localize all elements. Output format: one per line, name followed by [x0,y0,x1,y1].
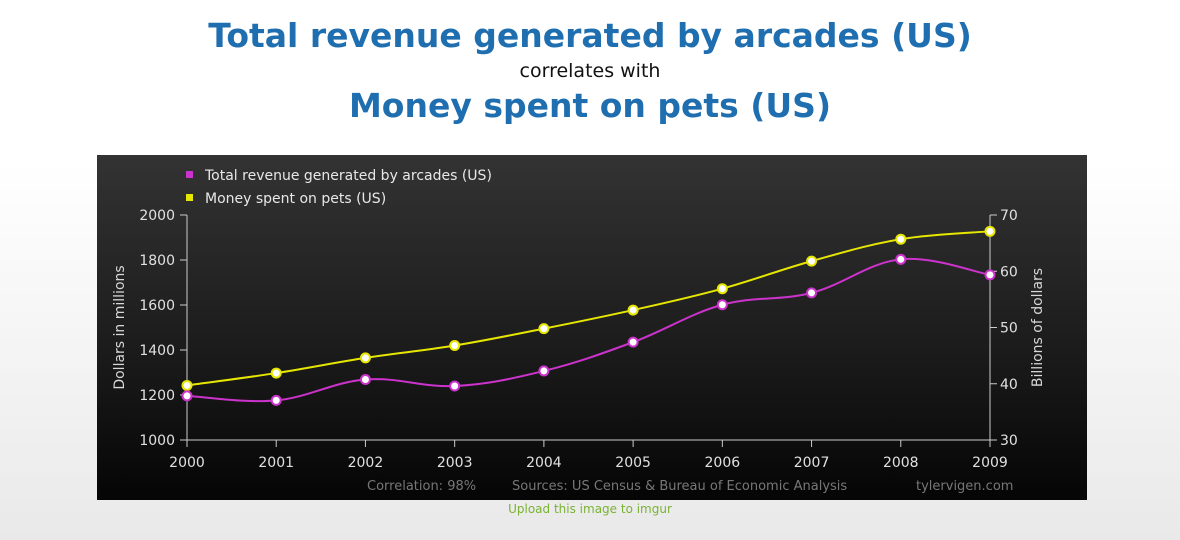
series-line-pets [186,230,991,387]
x-tick-label: 2004 [526,455,562,471]
data-point-pets [181,379,193,391]
data-point-pets [538,323,550,335]
x-tick-label: 2006 [705,455,741,471]
chart-title-secondary: Money spent on pets (US) [348,86,832,125]
data-point-arcades [895,253,907,265]
data-point-arcades [359,373,371,385]
y-tick-label-left: 2000 [139,208,175,224]
x-tick-label: 2009 [972,455,1008,471]
x-tick-label: 2001 [258,455,294,471]
data-point-arcades [627,336,639,348]
chart-title-primary: Total revenue generated by arcades (US) [208,16,972,55]
y-tick-label-left: 1800 [139,253,175,269]
x-tick-label: 2005 [615,455,651,471]
legend-swatch-arcades [186,171,193,178]
data-point-pets [359,352,371,364]
data-point-pets [984,225,996,237]
y-tick-label-right: 70 [1000,208,1018,224]
sources-text: Sources: US Census & Bureau of Economic … [512,479,847,494]
y-tick-label-right: 30 [1000,433,1018,449]
data-point-arcades [449,380,461,392]
x-tick-label: 2008 [883,455,919,471]
x-tick-label: 2000 [169,455,205,471]
data-point-pets [449,340,461,351]
y-tick-label-right: 40 [1000,377,1018,393]
data-point-arcades [270,394,282,406]
data-point-pets [270,367,282,379]
y-tick-label-right: 50 [1000,321,1018,337]
y-tick-label-left: 1600 [139,298,175,314]
y-tick-label-right: 60 [1000,264,1018,280]
chart-title-connector: correlates with [519,60,661,82]
y-axis-left-title: Dollars in millions [112,265,128,389]
data-point-arcades [538,365,550,377]
y-tick-label-left: 1000 [139,433,175,449]
site-credit-text: tylervigen.com [916,479,1013,494]
x-tick-label: 2003 [437,455,473,471]
data-point-pets [806,255,818,267]
line-chart: 1000 1200 1400 1600 1800 2000 30 40 50 60 70 2000 20… [112,168,1046,494]
y-tick-label-left: 1200 [139,388,175,404]
upload-to-imgur-link[interactable]: Upload this image to imgur [508,502,672,516]
x-tick-label: 2007 [794,455,830,471]
legend-swatch-pets [186,194,193,201]
legend-label-arcades: Total revenue generated by arcades (US) [204,168,492,184]
data-point-pets [716,283,728,295]
data-point-pets [627,304,639,316]
series-line-arcades [186,257,991,403]
data-point-arcades [716,299,728,311]
chart-panel: 1000 1200 1400 1600 1800 2000 30 40 50 60 70 2000 20… [97,155,1087,500]
y-axis-right-title: Billions of dollars [1030,268,1046,387]
correlation-text: Correlation: 98% [367,479,476,494]
data-point-arcades [806,287,818,299]
x-tick-label: 2002 [348,455,384,471]
data-point-pets [895,233,907,245]
data-point-arcades [984,269,996,281]
data-point-arcades [181,390,193,402]
legend-label-pets: Money spent on pets (US) [205,191,386,207]
y-tick-label-left: 1400 [139,343,175,359]
